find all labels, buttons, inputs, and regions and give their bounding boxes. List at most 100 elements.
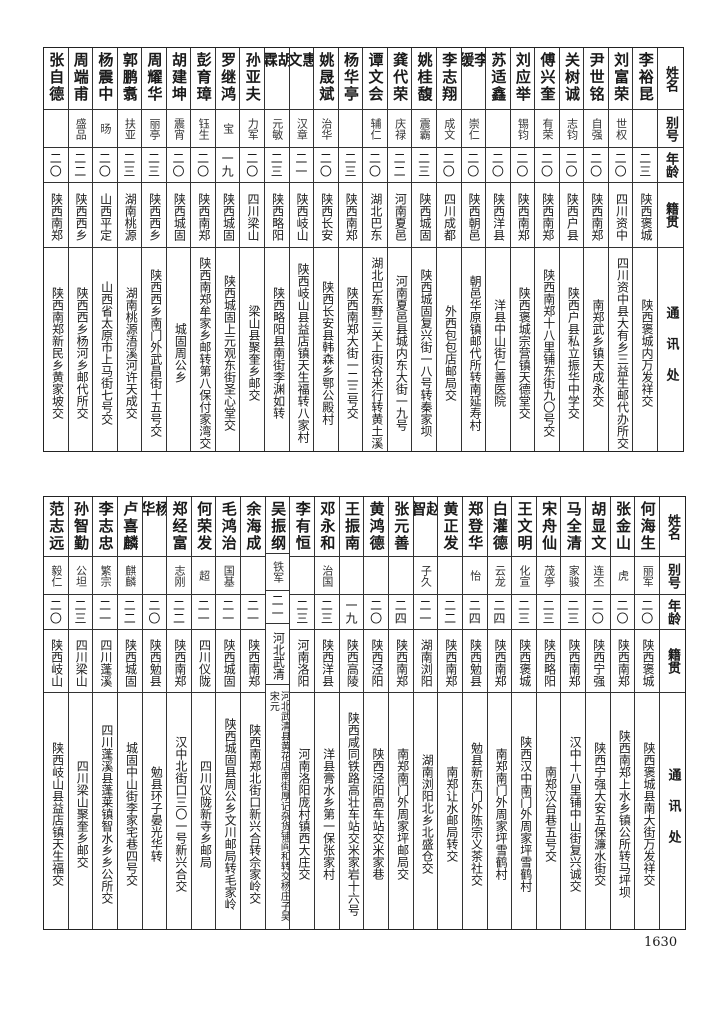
person-column: 胡霖 元敏 二三 陕西略阳 陕西略阳县南街李渊如转 bbox=[264, 48, 289, 451]
person-native: 陕西洋县 bbox=[486, 183, 510, 248]
person-column: 周耀华 丽亭 二三 陕西西乡 陕西西乡南门外武昌街十五号交 bbox=[141, 48, 166, 451]
person-alias: 旸 bbox=[93, 110, 117, 148]
person-alias: 怡 bbox=[462, 557, 487, 595]
roster-table-top: 姓名 别号 年龄 籍贯 通讯处 李裕昆 二三 陕西褒城 陕西褒城内万发祥交 刘富荣 世权 二〇 四川资中… bbox=[43, 47, 684, 452]
person-alias: 麒麟 bbox=[117, 557, 142, 595]
person-name: 刘富荣 bbox=[612, 52, 631, 103]
person-address: 陕西城固县周公乡文川邮局转毛家岭 bbox=[223, 718, 238, 910]
person-name: 杨华亭 bbox=[341, 52, 360, 103]
person-alias: 锡钧 bbox=[510, 110, 535, 148]
person-name: 彭育璋 bbox=[194, 52, 213, 103]
person-column: 邓永和 治国 二三 陕西洋县 洋县膏水乡第一保张家村 bbox=[314, 497, 339, 929]
person-name: 周耀华 bbox=[145, 52, 164, 103]
person-name-cell: 毛鸿治 bbox=[216, 497, 241, 557]
person-native: 陕西南郑 bbox=[191, 183, 215, 248]
person-name: 李志翔 bbox=[440, 52, 459, 103]
person-address: 南郑让水邮局转交 bbox=[444, 766, 459, 862]
person-column: 赵智 子久 二一 湖南浏阳 湖南浏阳北乡北盛仓交 bbox=[412, 497, 438, 929]
person-address: 陕西南郑十八里铺东街九〇号交 bbox=[541, 268, 556, 437]
person-native: 陕西南郑 bbox=[388, 630, 413, 693]
person-alias: 云龙 bbox=[487, 557, 512, 595]
person-column: 王文明 化宣 二三 陕西褒城 陕西汉中南门外周家坪雪鹤村 bbox=[511, 497, 536, 929]
person-native: 陕西岐山 bbox=[43, 630, 68, 693]
person-name-cell: 卢喜麟 bbox=[117, 497, 142, 557]
person-name-cell: 关树诚 bbox=[559, 48, 584, 110]
person-name-cell: 李志忠 bbox=[93, 497, 117, 557]
person-age: 二〇 bbox=[142, 595, 167, 630]
person-column: 苏适鑫 二〇 陕西洋县 洋县中山街仁善医院 bbox=[485, 48, 510, 451]
person-name-cell: 姚晟斌 bbox=[314, 48, 338, 110]
roster-table-bottom: 姓名 别号 年龄 籍贯 通讯处 何海生 丽军 二〇 陕西褒城 陕西褒城县南大街万发祥交 张金山虎二〇… bbox=[43, 496, 686, 930]
person-column: 姚晟斌 治华 二〇 陕西长安 陕西长安县韩森乡鄂公殿村 bbox=[313, 48, 338, 451]
person-name-cell: 孙亚夫 bbox=[240, 48, 264, 110]
person-column: 孙亚夫 力军 二〇 四川梁山 梁山县聚奎乡邮交 bbox=[239, 48, 264, 451]
person-address: 陕西褒城内万发祥交 bbox=[640, 298, 654, 407]
person-name: 姚桂馥 bbox=[415, 52, 434, 103]
person-alias: 连丕 bbox=[586, 557, 610, 595]
person-alias: 钰生 bbox=[191, 110, 215, 148]
header-name: 姓名 bbox=[658, 48, 683, 110]
person-address: 四川仪陇新寺乡邮局 bbox=[198, 760, 213, 868]
person-name: 卢喜麟 bbox=[121, 501, 140, 552]
person-age: 二三 bbox=[633, 148, 657, 183]
person-age: 二一 bbox=[413, 595, 438, 630]
person-age: 二一 bbox=[265, 591, 290, 625]
person-age: 二三 bbox=[512, 595, 536, 630]
person-name: 范志远 bbox=[47, 501, 66, 552]
person-column: 张金山虎二〇 陕西南郑 陕西南郑上水乡镇公所转马坪坝 bbox=[609, 497, 635, 929]
person-alias: 治华 bbox=[314, 110, 338, 148]
header-name: 姓名 bbox=[660, 497, 685, 557]
person-column: 范志远 毅仁 二〇 陕西岐山 陕西岐山县益店镇天生福交 bbox=[43, 497, 68, 929]
person-native: 陕西长安 bbox=[314, 183, 338, 248]
person-native: 陕西城固 bbox=[215, 183, 240, 248]
person-age: 二二 bbox=[117, 595, 142, 630]
person-native: 陕西勉县 bbox=[462, 630, 487, 693]
person-native: 河北武清 bbox=[265, 624, 290, 685]
person-name: 宋舟仙 bbox=[540, 501, 559, 552]
person-alias: 国基 bbox=[216, 557, 241, 595]
person-name-cell: 白灌德 bbox=[487, 497, 512, 557]
person-age: 二〇 bbox=[510, 148, 535, 183]
person-name-cell: 罗继鸿 bbox=[215, 48, 240, 110]
person-address: 河北武清县黄花店南街厚记杂货铺阎和转交杨庄子吴宋元 bbox=[267, 690, 290, 921]
person-alias: 公坦 bbox=[68, 557, 93, 595]
person-column: 李有恒 二三 河南洛阳 河南洛阳庞村镇西大庄交 bbox=[289, 497, 315, 929]
person-column: 郭鹏翥 扶亚 二三 湖南桃源 湖南桃源浯溪河许天成交 bbox=[116, 48, 142, 451]
person-age: 二二 bbox=[68, 148, 93, 183]
person-name-cell: 黄鸿德 bbox=[364, 497, 388, 557]
person-native: 陕西高陵 bbox=[339, 630, 364, 693]
person-column: 何海生 丽军 二〇 陕西褒城 陕西褒城县南大街万发祥交 bbox=[634, 497, 659, 929]
person-name-cell: 王振南 bbox=[339, 497, 364, 557]
person-alias bbox=[633, 110, 657, 148]
person-age: 二一 bbox=[289, 148, 314, 183]
person-name-cell: 何荣发 bbox=[191, 497, 216, 557]
person-age: 二三 bbox=[412, 148, 436, 183]
person-name-cell: 李志翔 bbox=[436, 48, 461, 110]
person-alias bbox=[388, 557, 413, 595]
person-alias bbox=[290, 557, 315, 595]
person-name-cell: 谭文会 bbox=[363, 48, 387, 110]
person-age: 二〇 bbox=[559, 148, 584, 183]
person-name: 李裕昆 bbox=[636, 52, 655, 103]
person-native: 陕西泾阳 bbox=[364, 630, 388, 693]
person-column: 惠文 汉章 二一 陕西岐山 陕西岐山县益店镇天生福转八家村 bbox=[288, 48, 314, 451]
person-name-cell: 张金山 bbox=[610, 497, 635, 557]
person-native: 河南洛阳 bbox=[290, 630, 315, 693]
person-name-cell: 刘应举 bbox=[510, 48, 535, 110]
person-address: 陕西西乡杨河乡邮代所交 bbox=[75, 286, 90, 419]
person-alias bbox=[338, 110, 363, 148]
person-name-cell: 李缓 bbox=[461, 48, 486, 110]
person-name: 谭文会 bbox=[366, 52, 385, 103]
person-address: 陕西南郑牟家乡邮转第八保付家湾交 bbox=[197, 256, 212, 449]
person-address: 汉中北街口三〇一号新兴合交 bbox=[173, 736, 188, 892]
person-native: 湖北巴东 bbox=[363, 183, 387, 248]
header-column: 姓名 别号 年龄 籍贯 通讯处 bbox=[657, 48, 683, 451]
person-age: 二三 bbox=[117, 148, 142, 183]
person-address: 陕西褒城宗营镇天德堂交 bbox=[517, 286, 532, 419]
person-age: 二三 bbox=[142, 148, 166, 183]
person-name-cell: 张元善 bbox=[388, 497, 413, 557]
person-age: 二三 bbox=[338, 148, 363, 183]
person-name-cell: 周端甫 bbox=[68, 48, 93, 110]
person-name: 周端甫 bbox=[71, 52, 90, 103]
person-alias: 虎 bbox=[610, 557, 635, 595]
